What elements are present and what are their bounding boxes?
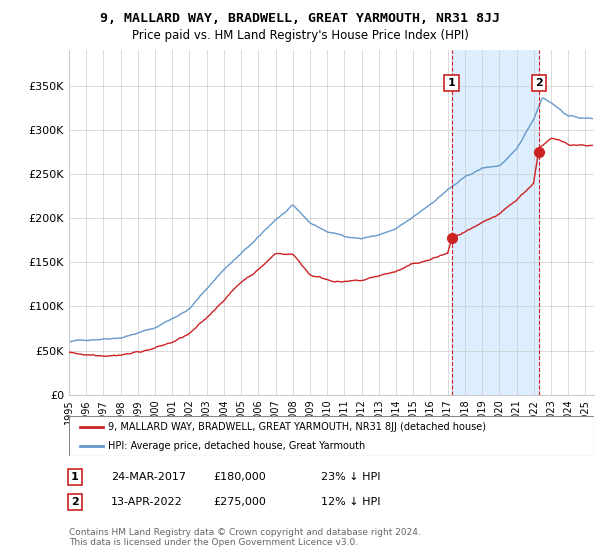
Text: 24-MAR-2017: 24-MAR-2017 [111, 472, 186, 482]
Text: Contains HM Land Registry data © Crown copyright and database right 2024.
This d: Contains HM Land Registry data © Crown c… [69, 528, 421, 547]
Text: 13-APR-2022: 13-APR-2022 [111, 497, 183, 507]
Text: 2: 2 [535, 78, 543, 88]
Text: 12% ↓ HPI: 12% ↓ HPI [321, 497, 380, 507]
Text: HPI: Average price, detached house, Great Yarmouth: HPI: Average price, detached house, Grea… [109, 441, 365, 451]
Text: 2: 2 [71, 497, 79, 507]
Text: Price paid vs. HM Land Registry's House Price Index (HPI): Price paid vs. HM Land Registry's House … [131, 29, 469, 42]
Text: £275,000: £275,000 [213, 497, 266, 507]
Text: £180,000: £180,000 [213, 472, 266, 482]
Text: 1: 1 [448, 78, 455, 88]
Text: 9, MALLARD WAY, BRADWELL, GREAT YARMOUTH, NR31 8JJ (detached house): 9, MALLARD WAY, BRADWELL, GREAT YARMOUTH… [109, 422, 487, 432]
Text: 9, MALLARD WAY, BRADWELL, GREAT YARMOUTH, NR31 8JJ: 9, MALLARD WAY, BRADWELL, GREAT YARMOUTH… [100, 12, 500, 25]
Bar [452, 50, 539, 395]
Text: 1: 1 [71, 472, 79, 482]
FancyBboxPatch shape [69, 416, 594, 456]
Text: 23% ↓ HPI: 23% ↓ HPI [321, 472, 380, 482]
